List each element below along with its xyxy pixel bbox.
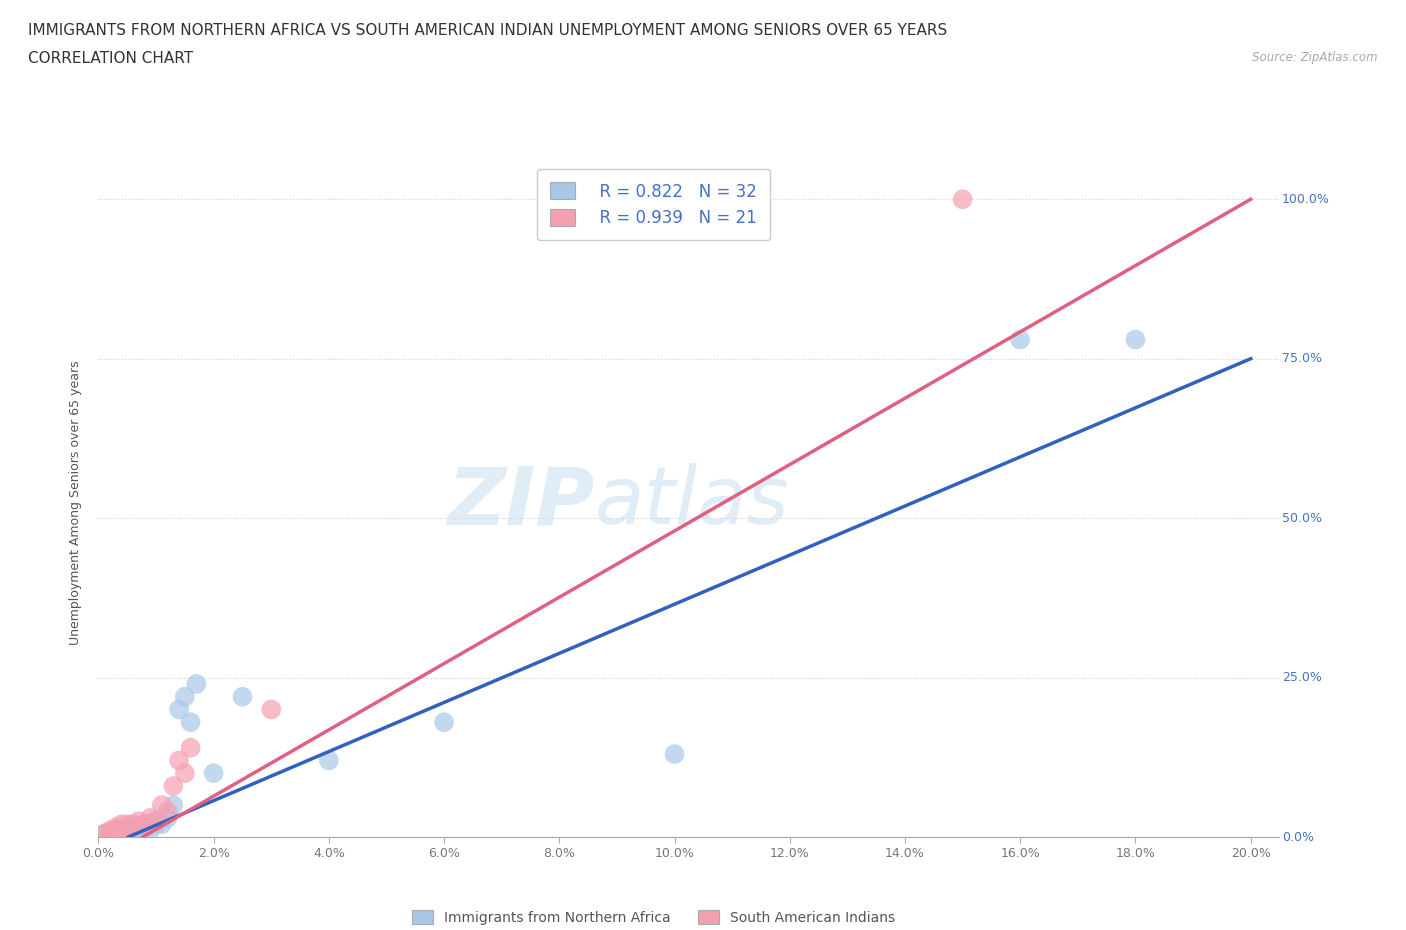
Point xyxy=(134,817,156,831)
Point xyxy=(122,817,145,831)
Point xyxy=(433,715,456,730)
Point xyxy=(115,827,138,842)
Point xyxy=(128,820,150,835)
Text: ZIP: ZIP xyxy=(447,463,595,541)
Point xyxy=(150,798,173,813)
Point xyxy=(104,823,127,838)
Point xyxy=(145,817,167,831)
Point xyxy=(952,192,974,206)
Point xyxy=(167,753,190,768)
Text: atlas: atlas xyxy=(595,463,789,541)
Legend: Immigrants from Northern Africa, South American Indians: Immigrants from Northern Africa, South A… xyxy=(406,904,901,930)
Point xyxy=(173,765,195,780)
Point xyxy=(156,804,179,819)
Point xyxy=(104,823,127,838)
Point xyxy=(128,823,150,838)
Point xyxy=(115,823,138,838)
Text: IMMIGRANTS FROM NORTHERN AFRICA VS SOUTH AMERICAN INDIAN UNEMPLOYMENT AMONG SENI: IMMIGRANTS FROM NORTHERN AFRICA VS SOUTH… xyxy=(28,23,948,38)
Point xyxy=(115,823,138,838)
Point xyxy=(115,817,138,831)
Point xyxy=(231,689,253,704)
Point xyxy=(167,702,190,717)
Text: 75.0%: 75.0% xyxy=(1282,352,1322,365)
Point xyxy=(110,823,132,838)
Text: 25.0%: 25.0% xyxy=(1282,671,1322,684)
Point xyxy=(139,823,162,838)
Point xyxy=(93,827,115,842)
Text: 100.0%: 100.0% xyxy=(1282,193,1330,206)
Point xyxy=(134,823,156,838)
Point xyxy=(162,798,184,813)
Text: 50.0%: 50.0% xyxy=(1282,512,1322,525)
Point xyxy=(202,765,225,780)
Point xyxy=(318,753,340,768)
Point xyxy=(98,827,121,842)
Point xyxy=(98,825,121,840)
Point xyxy=(104,820,127,835)
Point xyxy=(122,827,145,842)
Point xyxy=(110,817,132,831)
Point xyxy=(260,702,283,717)
Point xyxy=(145,814,167,829)
Point xyxy=(664,747,686,762)
Point xyxy=(156,810,179,825)
Point xyxy=(93,827,115,842)
Point xyxy=(1010,332,1032,347)
Point xyxy=(180,715,202,730)
Point xyxy=(150,817,173,831)
Point xyxy=(110,827,132,842)
Point xyxy=(122,823,145,838)
Point xyxy=(1125,332,1147,347)
Text: CORRELATION CHART: CORRELATION CHART xyxy=(28,51,193,66)
Point xyxy=(162,778,184,793)
Point xyxy=(110,823,132,838)
Point xyxy=(128,814,150,829)
Text: 0.0%: 0.0% xyxy=(1282,830,1313,844)
Point xyxy=(173,689,195,704)
Text: Source: ZipAtlas.com: Source: ZipAtlas.com xyxy=(1253,51,1378,64)
Point xyxy=(145,814,167,829)
Point xyxy=(186,676,208,691)
Point xyxy=(104,827,127,842)
Point xyxy=(98,823,121,838)
Point xyxy=(139,810,162,825)
Point xyxy=(180,740,202,755)
Point xyxy=(134,817,156,831)
Y-axis label: Unemployment Among Seniors over 65 years: Unemployment Among Seniors over 65 years xyxy=(69,360,83,644)
